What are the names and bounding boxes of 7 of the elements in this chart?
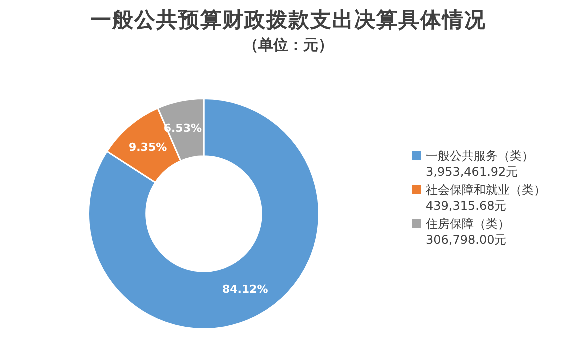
legend-label: 住房保障（类） 306,798.00元	[426, 216, 510, 248]
chart-subtitle: （单位：元）	[242, 36, 334, 55]
legend-label: 社会保障和就业（类） 439,315.68元	[426, 182, 546, 214]
data-label: 9.35%	[128, 140, 168, 154]
data-label: 84.12%	[222, 282, 268, 296]
legend-label: 一般公共服务（类） 3,953,461.92元	[426, 148, 534, 180]
chart-title: 一般公共预算财政拨款支出决算具体情况	[90, 6, 488, 34]
